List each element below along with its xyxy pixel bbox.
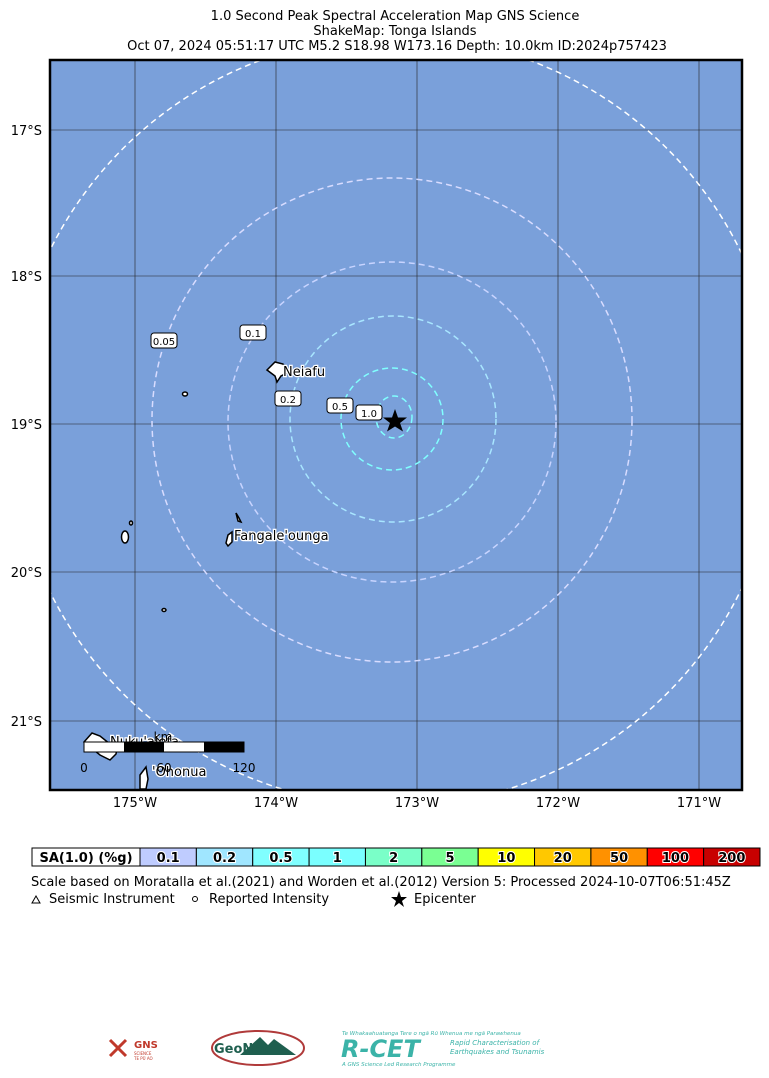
logo-text: TE PŪ AO [133, 1056, 153, 1061]
lon-label: 173°W [395, 796, 439, 811]
contour-label: 1.0 [361, 409, 377, 420]
contour-label-box [326, 397, 354, 414]
island [225, 530, 233, 548]
circle-icon [192, 896, 198, 902]
contour-label: 0.05 [153, 337, 175, 348]
legend-cell-label: 2 [389, 851, 398, 866]
contour-label: 0.5 [332, 402, 348, 413]
island [128, 520, 134, 526]
legend-cell-label: 200 [718, 851, 745, 866]
lon-label: 172°W [536, 796, 580, 811]
legend-cell-label: 0.2 [213, 851, 236, 866]
scale-label: 60 [156, 761, 171, 775]
island [139, 765, 149, 790]
logo-text: GNS [134, 1040, 158, 1051]
place-label: 'Ohonua [152, 765, 206, 780]
title-line: ShakeMap: Tonga Islands [313, 24, 476, 39]
contour-label-box [274, 390, 302, 407]
place-label: Neiafu [283, 365, 325, 380]
logo-text: GeoNet [214, 1042, 268, 1057]
legend-cell-label: 20 [554, 851, 572, 866]
lon-label: 175°W [113, 796, 157, 811]
contour [227, 261, 557, 583]
star-icon [391, 891, 407, 907]
scale-bar: km 0 60 120 [80, 730, 255, 775]
triangle-icon [31, 894, 41, 904]
scale-unit: km [154, 730, 173, 744]
contour [340, 367, 444, 471]
header: 1.0 Second Peak Spectral Acceleration Ma… [127, 9, 667, 54]
map-frame [48, 58, 744, 792]
title-line: Oct 07, 2024 05:51:17 UTC M5.2 S18.98 W1… [127, 39, 667, 54]
scale-label: 0 [80, 761, 88, 775]
contour-labels: 0.05 0.1 0.2 0.5 1.0 [150, 324, 383, 421]
island [265, 361, 291, 384]
island [181, 391, 189, 397]
legend-cell-label: 10 [497, 851, 515, 866]
contour-label-box [150, 332, 178, 349]
contour-label-box [355, 404, 383, 421]
lat-label: 18°S [11, 270, 42, 285]
legend-cell-label: 5 [445, 851, 454, 866]
contour-label: 0.2 [280, 395, 296, 406]
place-label: Fangale'ounga [234, 529, 329, 544]
contour [289, 315, 497, 523]
lat-label: 20°S [11, 566, 42, 581]
logo-text: A GNS Science Led Research Programme [341, 1062, 456, 1068]
geonet-ring [211, 1030, 305, 1066]
contour-label-box [239, 324, 267, 341]
logo-text: Te Whakaahuatanga Tere o ngā Rū Whenua m… [342, 1031, 521, 1037]
island [161, 607, 167, 613]
contour-label: 0.1 [245, 329, 261, 340]
logo-text: Earthquakes and Tsunamis [450, 1048, 545, 1056]
lat-label: 19°S [11, 418, 42, 433]
legend-title: SA(1.0) (%g) [39, 851, 132, 866]
legend-cell [703, 847, 761, 867]
logo-text: R-CET [341, 1035, 421, 1063]
title-line: 1.0 Second Peak Spectral Acceleration Ma… [211, 9, 580, 24]
symbol-label: Reported Intensity [209, 892, 329, 907]
contour [151, 177, 633, 663]
scale-segment [204, 742, 244, 752]
geonet-mountain [240, 1037, 296, 1055]
symbol-legend: Seismic Instrument Reported Intensity Ep… [31, 891, 477, 907]
legend-cell-label: 0.5 [269, 851, 292, 866]
logos: GNS SCIENCE TE PŪ AO GeoNet Te Whakaahua… [108, 1030, 545, 1068]
legend-cell-label: 50 [610, 851, 628, 866]
scale-label: 120 [233, 761, 256, 775]
scale-segment [124, 742, 164, 752]
gns-icon [108, 1038, 128, 1058]
logo-text: Rapid Characterisation of [450, 1039, 541, 1047]
lon-label: 174°W [254, 796, 298, 811]
lat-label: 17°S [11, 124, 42, 139]
lat-label: 21°S [11, 715, 42, 730]
symbol-label: Seismic Instrument [49, 892, 175, 907]
lon-label: 171°W [677, 796, 721, 811]
legend-cell-label: 0.1 [157, 851, 180, 866]
island [235, 512, 243, 524]
legend-cell-label: 100 [662, 851, 689, 866]
symbol-label: Epicenter [414, 892, 477, 907]
legend-cell-label: 1 [333, 851, 342, 866]
island [120, 530, 130, 544]
epicenter [383, 409, 407, 432]
footnote: Scale based on Moratalla et al.(2021) an… [31, 875, 731, 890]
logo-text: SCIENCE [134, 1051, 152, 1056]
axis-labels: 17°S 18°S 19°S 20°S 21°S 175°W 174°W 173°W 172°W… [11, 124, 722, 811]
legend: SA(1.0) (%g) 0.1 0.2 0.5 1 2 5 10 20 50 100 200 [31, 847, 761, 867]
